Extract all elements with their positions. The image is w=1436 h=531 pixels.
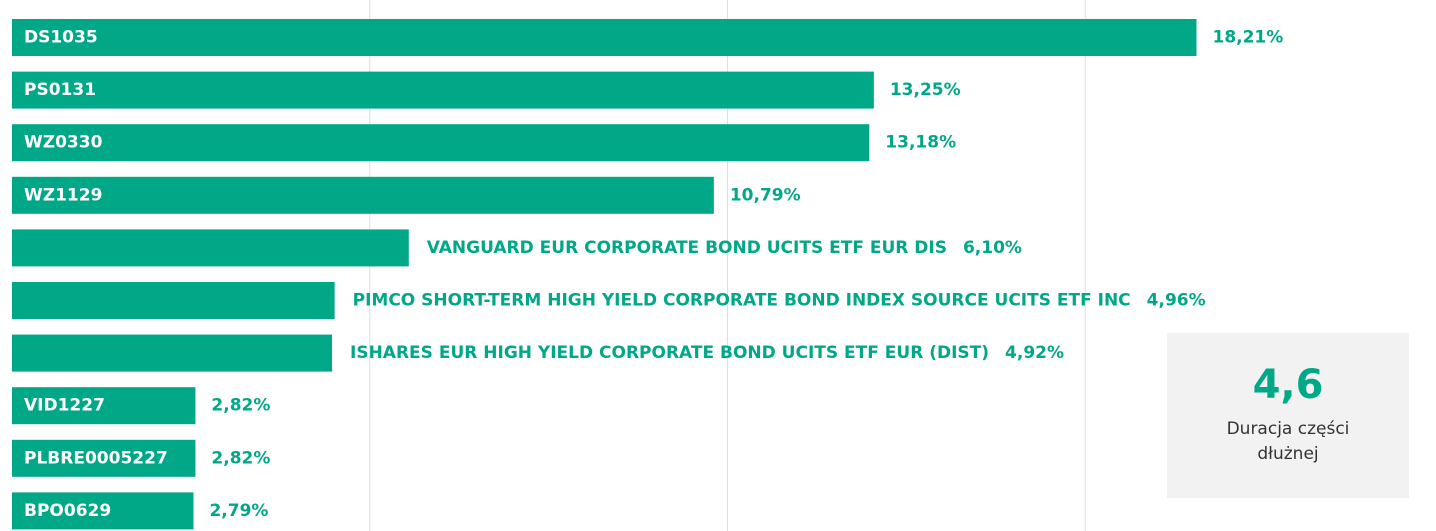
bar-label: VID1227 [24, 396, 105, 416]
bar-label: BPO0629 [24, 501, 111, 521]
bar [12, 19, 1197, 56]
value-label: 13,25% [890, 80, 961, 100]
bar-label: PLBRE0005227 [24, 448, 168, 468]
bar-label: PS0131 [24, 80, 96, 100]
value-label: 18,21% [1212, 28, 1283, 48]
duration-value: 4,6 [1252, 362, 1324, 408]
bar-label: WZ1129 [24, 185, 102, 205]
bar [12, 334, 333, 372]
bar [12, 492, 194, 530]
bar [12, 387, 196, 425]
value-label: 13,18% [885, 133, 956, 153]
bar-label: ISHARES EUR HIGH YIELD CORPORATE BOND UC… [350, 343, 989, 363]
bar [12, 229, 409, 267]
value-label: 4,92% [1005, 343, 1064, 363]
value-label: 2,82% [211, 396, 270, 416]
value-label: 2,79% [209, 501, 268, 521]
bar [12, 282, 335, 319]
bar [12, 176, 714, 214]
bar-label: VANGUARD EUR CORPORATE BOND UCITS ETF EU… [427, 238, 947, 258]
value-label: 6,10% [963, 238, 1022, 258]
bar-label: WZ0330 [24, 133, 103, 153]
value-label: 4,96% [1147, 291, 1206, 311]
duration-box: 4,6 Duracja części dłużnej [1167, 333, 1409, 498]
bar [12, 439, 196, 477]
bar [12, 124, 870, 162]
bar [12, 71, 874, 109]
duration-label: Duracja części dłużnej [1226, 419, 1350, 464]
bar-label: PIMCO SHORT-TERM HIGH YIELD CORPORATE BO… [353, 291, 1131, 311]
value-label: 2,82% [211, 448, 270, 468]
bar-label: DS1035 [24, 28, 98, 48]
value-label: 10,79% [730, 185, 801, 205]
